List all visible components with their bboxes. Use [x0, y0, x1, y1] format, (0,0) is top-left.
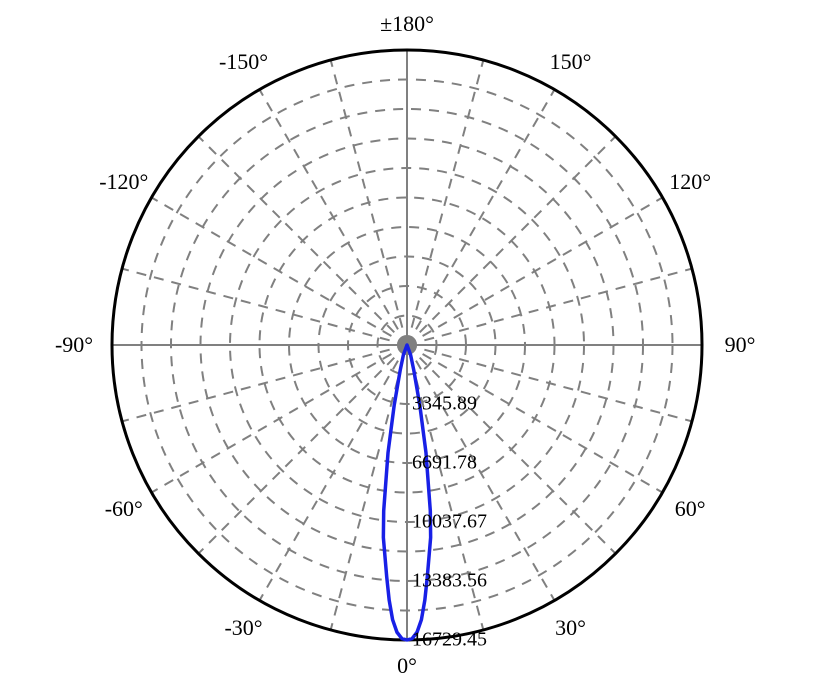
angle-label: 60° [675, 496, 706, 522]
angle-label: ±180° [380, 11, 434, 37]
radial-label: 13383.56 [412, 570, 487, 593]
angle-label: 30° [555, 615, 586, 641]
angle-label: -60° [105, 496, 143, 522]
radial-label: 16729.45 [412, 629, 487, 652]
angle-label: -120° [99, 169, 148, 195]
polar-chart: ±180° -150° -120° -90° -60° -30° 0° 30° 60° 90° 12… [0, 0, 837, 695]
radial-label: 10037.67 [412, 511, 487, 534]
radial-label: 6691.78 [412, 452, 477, 475]
angle-label: 120° [669, 169, 711, 195]
angle-label: 0° [397, 653, 417, 679]
radial-label: 3345.89 [412, 393, 477, 416]
angle-label: -150° [219, 49, 268, 75]
angle-label: 150° [550, 49, 592, 75]
angle-label: -30° [224, 615, 262, 641]
angle-label: 90° [725, 332, 756, 358]
angle-label: -90° [55, 332, 93, 358]
